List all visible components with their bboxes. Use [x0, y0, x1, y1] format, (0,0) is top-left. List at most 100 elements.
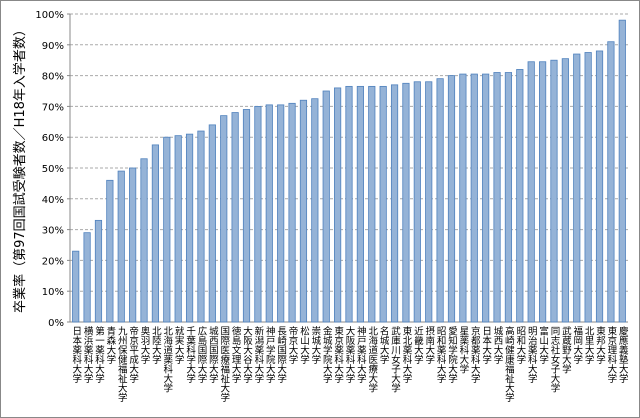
- bar: [231, 112, 239, 323]
- bar: [550, 59, 558, 323]
- y-tick-label: 80%: [42, 72, 64, 83]
- bar: [390, 84, 399, 323]
- bar: [208, 124, 216, 323]
- x-tick-label: 北海道薬科大学: [161, 326, 173, 393]
- x-tick-label: 福岡大学: [571, 325, 583, 364]
- bar: [288, 102, 296, 323]
- bar: [356, 85, 364, 323]
- x-tick-label: 神戸学院大学: [264, 325, 276, 383]
- bar: [436, 78, 444, 323]
- y-tick-label: 20%: [42, 256, 64, 267]
- y-tick-label: 40%: [42, 195, 64, 206]
- bar: [117, 170, 125, 323]
- x-tick-label: 奥羽大学: [139, 325, 151, 364]
- x-tick-label: 長崎国際大学: [275, 326, 287, 383]
- x-tick-label: 富山大学: [537, 325, 549, 364]
- bar: [584, 52, 592, 323]
- bar: [151, 144, 159, 323]
- bar: [516, 69, 524, 323]
- x-tick-label: 大阪大谷大学: [241, 325, 253, 383]
- x-tick-label: 武庫川女子大学: [389, 325, 401, 392]
- x-tick-label: 日本薬科大学: [70, 326, 82, 383]
- x-tick-label: 徳島文理大学: [230, 325, 242, 383]
- bar: [493, 72, 501, 323]
- bar: [447, 75, 456, 323]
- bar: [129, 167, 137, 323]
- x-tick-label: 北海道医療大学: [366, 326, 378, 393]
- x-tick-label: 東邦大学: [594, 325, 606, 364]
- y-tick-label: 70%: [42, 102, 64, 113]
- x-tick-label: 帝京平成大学: [127, 325, 139, 383]
- x-tick-label: 横浜薬科大学: [82, 325, 94, 383]
- bar: [413, 81, 421, 323]
- bar: [277, 104, 285, 323]
- x-tick-label: 星薬科大学: [457, 326, 469, 374]
- x-tick-label: 青森大学: [104, 325, 116, 364]
- bar: [470, 73, 478, 323]
- x-tick-label: 新潟薬科大学: [252, 325, 264, 383]
- x-tick-label: 日本大学: [480, 326, 492, 364]
- bar: [242, 109, 251, 323]
- bar: [539, 61, 547, 323]
- bar: [140, 158, 148, 323]
- bar: [299, 99, 308, 323]
- bar: [72, 250, 80, 323]
- bar: [163, 136, 171, 323]
- bar: [185, 133, 194, 323]
- bar: [311, 98, 319, 323]
- x-tick-label: 東京薬科大学: [332, 325, 344, 383]
- bar: [595, 50, 604, 323]
- x-tick-label: 高崎健康福祉大学: [503, 325, 515, 402]
- y-axis-title: 卒業率（第97回国試受験者数／H18年入学者数）: [12, 23, 28, 313]
- y-tick-label: 90%: [42, 41, 64, 52]
- bar: [425, 81, 433, 323]
- x-tick-label: 帝京大学: [287, 325, 299, 364]
- x-tick-label: 第一薬科大学: [93, 325, 105, 383]
- bar: [220, 115, 228, 323]
- x-tick-label: 同志社女子大学: [548, 326, 560, 393]
- bar: [504, 72, 513, 323]
- y-tick-label: 100%: [35, 10, 64, 21]
- bar: [106, 179, 114, 323]
- y-tick-label: 10%: [42, 287, 64, 298]
- bar: [618, 19, 626, 323]
- y-tick-label: 50%: [42, 164, 64, 175]
- bar: [459, 73, 467, 323]
- x-tick-label: 愛知学院大学: [446, 325, 458, 383]
- bar: [94, 219, 103, 323]
- x-tick-label: 城西国際大学: [207, 326, 219, 383]
- x-tick-label: 金城学院大学: [321, 325, 333, 383]
- bar: [197, 130, 205, 323]
- bar: [83, 232, 91, 323]
- bar: [527, 61, 535, 323]
- bar: [265, 104, 273, 323]
- x-tick-label: 昭和大学: [514, 326, 526, 364]
- y-tick-label: 30%: [42, 226, 64, 237]
- x-tick-label: 国際医療福祉大学: [218, 326, 230, 402]
- x-tick-label: 城西大学: [492, 326, 504, 364]
- x-tick-label: 神戸薬科大学: [355, 325, 367, 383]
- x-tick-label: 東京理科大学: [605, 325, 617, 383]
- bar: [379, 85, 387, 323]
- x-tick-label: 大阪薬科大学: [344, 325, 356, 383]
- x-tick-label: 昭和薬科大学: [435, 326, 447, 383]
- x-tick-label: 北陸大学: [150, 326, 162, 364]
- y-tick-label: 0%: [48, 318, 64, 329]
- y-tick-label: 60%: [42, 133, 64, 144]
- bar: [174, 135, 182, 323]
- bar: [345, 85, 353, 323]
- x-tick-label: 北里大学: [583, 326, 595, 364]
- bar: [402, 82, 410, 323]
- bar: [322, 90, 330, 323]
- bar: [573, 53, 581, 323]
- x-tick-label: 京都薬科大学: [469, 325, 481, 383]
- bar: [561, 58, 569, 323]
- x-tick-label: 千葉科学大学: [184, 326, 196, 383]
- x-tick-label: 東北薬科大学: [400, 325, 412, 383]
- x-tick-label: 武蔵野大学: [560, 325, 572, 373]
- x-tick-label: 広島国際大学: [195, 325, 207, 383]
- x-tick-label: 松山大学: [298, 325, 310, 364]
- x-tick-label: 就実大学: [173, 325, 185, 364]
- bar: [607, 41, 615, 323]
